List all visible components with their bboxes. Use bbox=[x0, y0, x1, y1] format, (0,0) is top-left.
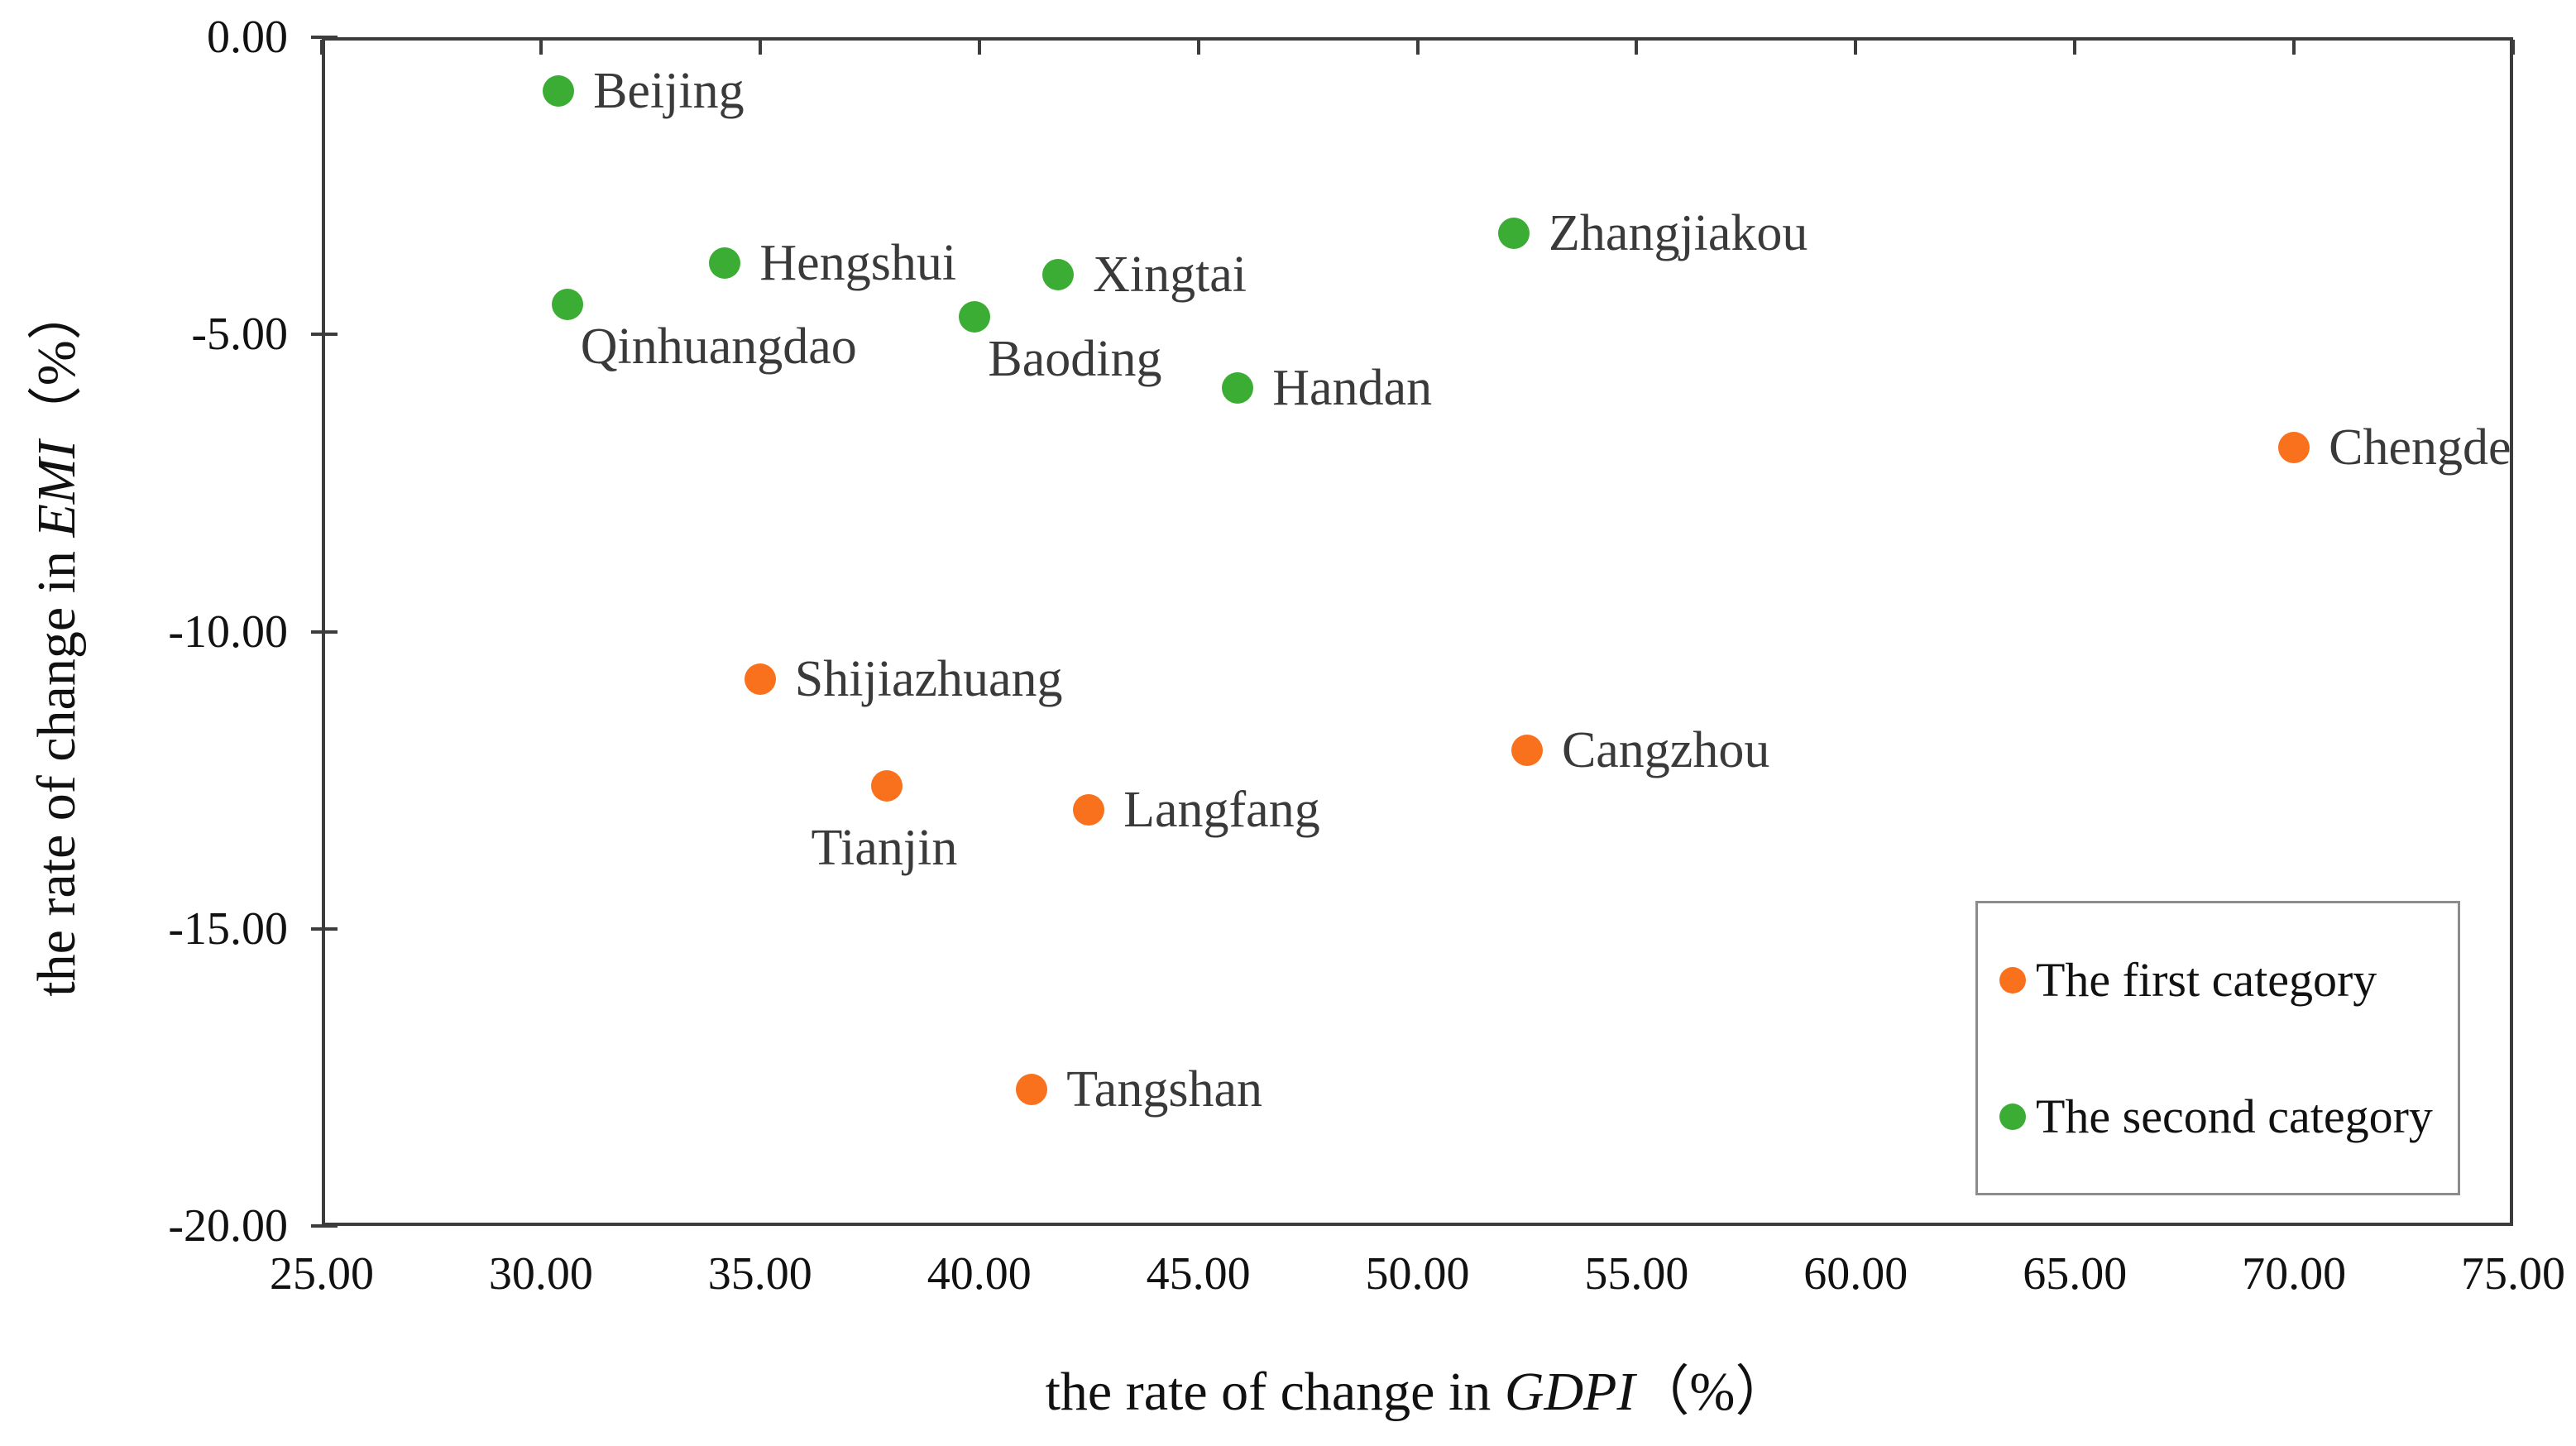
data-point-label: Hengshui bbox=[759, 235, 957, 292]
x-tick-mark bbox=[1635, 40, 1639, 55]
legend-label: The second category bbox=[2036, 1089, 2433, 1143]
legend-item: The second category bbox=[1999, 1089, 2458, 1144]
x-tick-label: 30.00 bbox=[488, 1248, 593, 1300]
y-tick-mark bbox=[311, 1224, 338, 1228]
marker-dot bbox=[1042, 259, 1075, 291]
x-tick-mark bbox=[539, 40, 543, 55]
y-tick-mark bbox=[311, 630, 338, 634]
marker-dot bbox=[1073, 794, 1105, 826]
data-point-label: Tianjin bbox=[811, 820, 958, 877]
x-axis-title-unit: （%） bbox=[1635, 1362, 1790, 1422]
x-tick-mark bbox=[2073, 40, 2077, 55]
data-point-label: Shijiazhuang bbox=[794, 650, 1063, 707]
x-tick-label: 70.00 bbox=[2242, 1248, 2347, 1300]
y-tick-label: 0.00 bbox=[207, 12, 288, 63]
x-tick-mark bbox=[2292, 40, 2296, 55]
marker-dot bbox=[744, 663, 776, 695]
x-axis-title: the rate of change in GDPI（%） bbox=[322, 1347, 2513, 1426]
x-tick-mark bbox=[977, 40, 981, 55]
y-tick-mark bbox=[311, 926, 338, 931]
marker-dot bbox=[871, 770, 903, 802]
x-tick-mark bbox=[1415, 40, 1420, 55]
data-point-label: Handan bbox=[1272, 359, 1433, 416]
y-tick-mark bbox=[311, 333, 338, 337]
data-point-label: Xingtai bbox=[1093, 247, 1247, 304]
legend-marker-dot bbox=[1999, 1103, 2026, 1130]
x-tick-label: 25.00 bbox=[270, 1248, 374, 1300]
x-tick-mark bbox=[1196, 40, 1200, 55]
marker-dot bbox=[1498, 218, 1530, 250]
marker-dot bbox=[959, 300, 991, 333]
x-tick-mark bbox=[1854, 40, 1858, 55]
data-point-label: Cangzhou bbox=[1561, 722, 1770, 779]
x-axis-title-emphasis: GDPI bbox=[1504, 1362, 1635, 1422]
x-tick-label: 60.00 bbox=[1803, 1248, 1908, 1300]
y-tick-mark bbox=[311, 36, 338, 39]
marker-dot bbox=[1222, 371, 1254, 404]
y-tick-label: -15.00 bbox=[168, 903, 288, 955]
data-point-label: Chengde bbox=[2329, 419, 2511, 476]
marker-dot bbox=[2278, 431, 2310, 463]
x-tick-label: 65.00 bbox=[2023, 1248, 2128, 1300]
x-axis-title-text: the rate of change in bbox=[1045, 1362, 1505, 1422]
data-point-label: Zhangjiakou bbox=[1549, 205, 1808, 262]
x-tick-label: 75.00 bbox=[2461, 1248, 2565, 1300]
marker-dot bbox=[1511, 735, 1543, 767]
legend-label: The first category bbox=[2036, 953, 2377, 1007]
y-tick-label: -10.00 bbox=[168, 606, 288, 658]
data-point-label: Tangshan bbox=[1066, 1061, 1262, 1118]
y-tick-label: -20.00 bbox=[168, 1200, 288, 1252]
legend: The first category The second category bbox=[1975, 901, 2460, 1195]
marker-dot bbox=[709, 247, 741, 280]
y-axis-title-emphasis: EMI bbox=[26, 440, 87, 538]
x-tick-label: 45.00 bbox=[1146, 1248, 1251, 1300]
y-tick-label: -5.00 bbox=[191, 309, 288, 361]
marker-dot bbox=[543, 74, 575, 107]
x-tick-label: 40.00 bbox=[926, 1248, 1032, 1300]
data-point-label: Baoding bbox=[988, 330, 1162, 387]
data-point-label: Beijing bbox=[593, 62, 745, 119]
marker-dot bbox=[551, 289, 583, 321]
x-tick-label: 35.00 bbox=[707, 1248, 812, 1300]
x-tick-mark bbox=[320, 40, 323, 55]
plot-area: Chengde Shijiazhuang Cangzhou Tianjin Langfa… bbox=[311, 36, 2515, 1228]
x-tick-mark bbox=[2511, 40, 2515, 55]
data-point-label: Langfang bbox=[1123, 782, 1320, 839]
x-tick-label: 55.00 bbox=[1584, 1248, 1689, 1300]
x-tick-mark bbox=[758, 40, 762, 55]
data-point-label: Qinhuangdao bbox=[580, 318, 857, 376]
marker-dot bbox=[1016, 1073, 1048, 1105]
x-tick-label: 50.00 bbox=[1365, 1248, 1470, 1300]
legend-marker-dot bbox=[1999, 966, 2026, 994]
legend-item: The first category bbox=[1999, 952, 2458, 1008]
